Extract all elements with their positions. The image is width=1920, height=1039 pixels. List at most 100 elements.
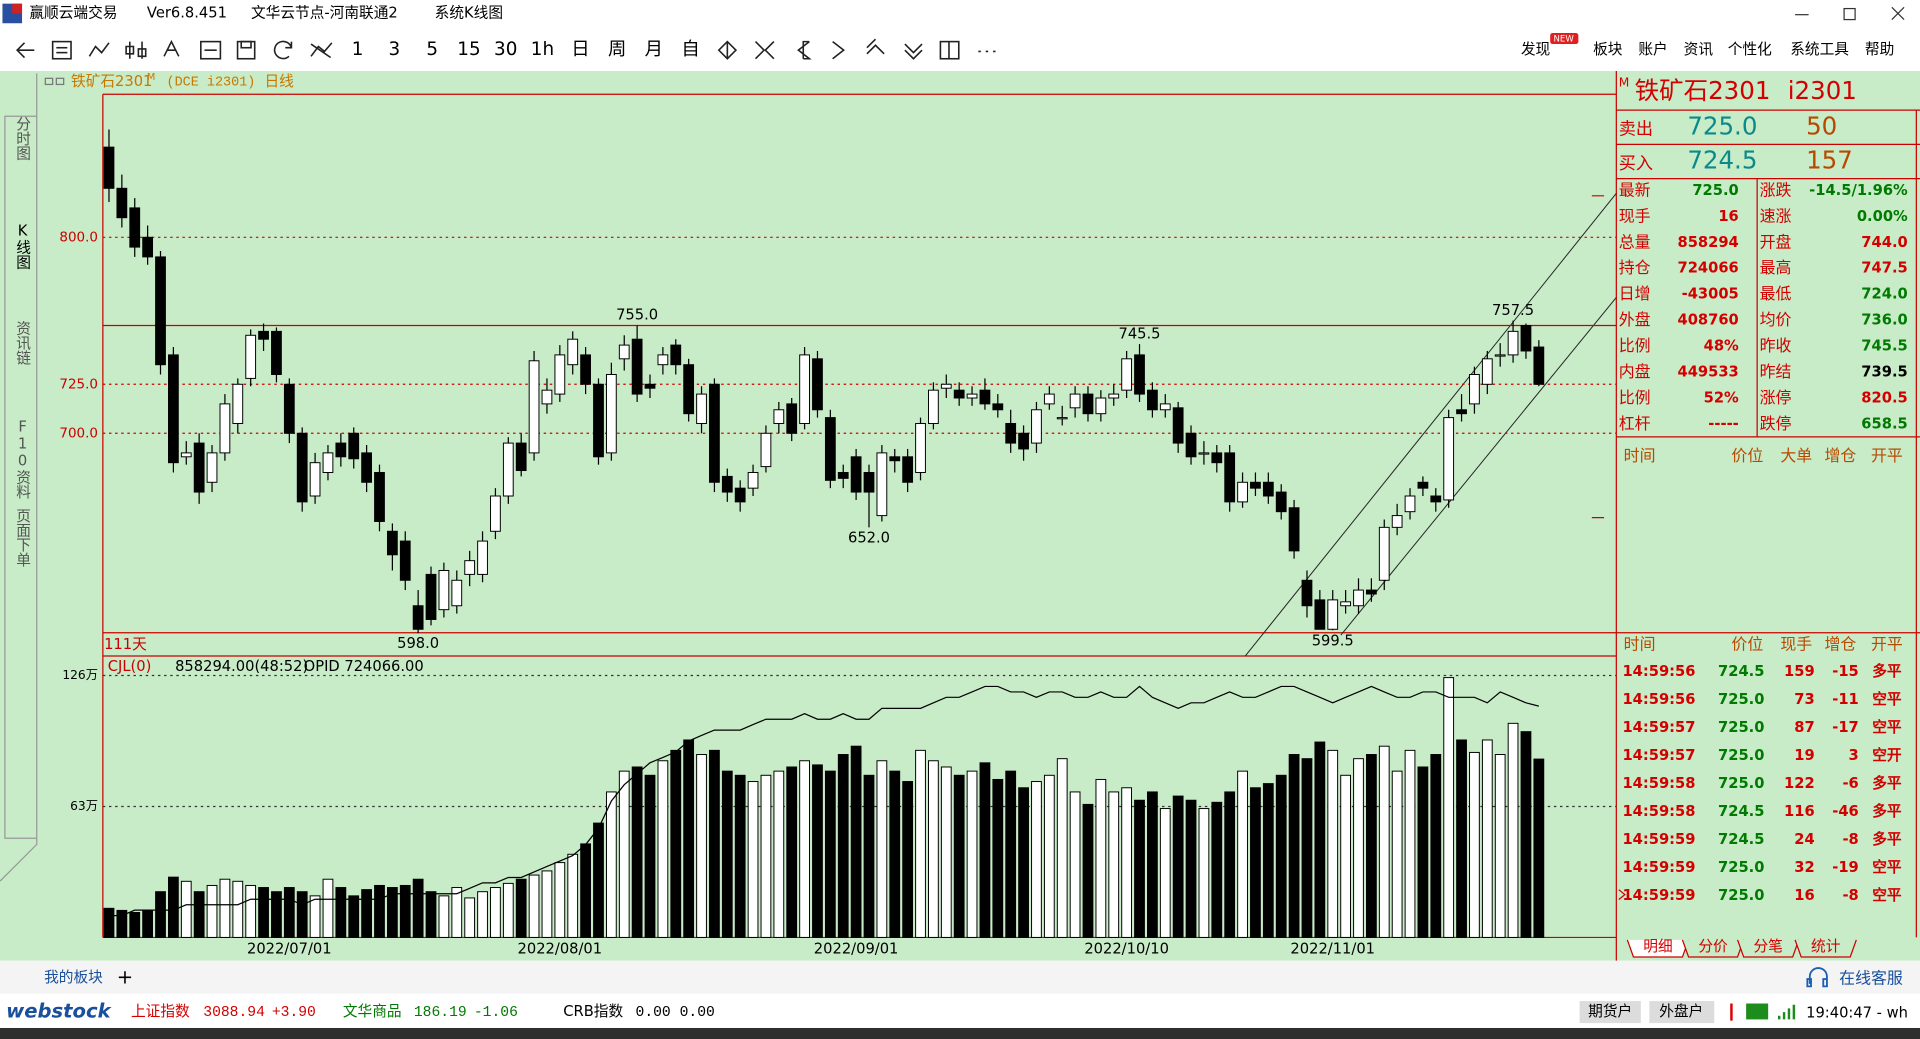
quote-label: 开盘: [1760, 232, 1792, 251]
bid-volume: 157: [1806, 146, 1853, 175]
candle-body: [1147, 389, 1158, 411]
toolbar-icons[interactable]: [16, 38, 996, 60]
menu-button[interactable]: 帮助: [1865, 41, 1894, 58]
window-controls[interactable]: [1795, 6, 1905, 21]
account-button[interactable]: 外盘户: [1659, 1002, 1703, 1020]
title-toolbar-bg: [0, 0, 1920, 71]
quote-label: 内盘: [1619, 362, 1651, 381]
tick-cell: 空平: [1872, 886, 1902, 904]
volume-bar: [1456, 739, 1467, 938]
index-change: -1.06: [474, 1005, 518, 1021]
volume-bar: [1481, 739, 1493, 938]
x-tick-label: 2022/07/01: [247, 941, 332, 958]
candle-body: [1507, 330, 1519, 356]
quote-tab[interactable]: 分笔: [1753, 938, 1782, 955]
volume-bar: [1533, 758, 1545, 938]
candle-body: [1237, 481, 1248, 503]
candle-body: [374, 471, 385, 522]
candle-body: [670, 344, 682, 366]
period-button[interactable]: 1h: [531, 39, 554, 60]
volume-bar: [502, 882, 514, 938]
menu-button[interactable]: 账户: [1638, 41, 1667, 58]
add-board[interactable]: +: [117, 965, 133, 988]
candle-body: [1520, 325, 1532, 352]
service-icon: [1806, 967, 1828, 988]
volume-bar: [1520, 731, 1532, 938]
quote-label: 总量: [1619, 232, 1651, 251]
bid-label: 买入: [1619, 154, 1653, 174]
candle-body: [850, 456, 862, 493]
volume-bar: [1365, 754, 1377, 938]
period-button[interactable]: 自: [681, 39, 699, 60]
side-tab[interactable]: 分时图: [14, 116, 31, 160]
volume-bar: [374, 884, 385, 938]
candle-body: [464, 560, 476, 575]
volume-bar: [928, 760, 939, 938]
side-tab[interactable]: F10资料: [14, 419, 31, 500]
side-tab[interactable]: 页面下单: [14, 508, 31, 567]
account-button[interactable]: 期货户: [1588, 1003, 1632, 1020]
tick-cell: 空平: [1872, 690, 1902, 708]
menu-button[interactable]: 系统工具: [1790, 41, 1849, 58]
volume-bar: [1018, 787, 1029, 938]
indicator-name[interactable]: CJL(0): [108, 658, 152, 675]
period-button[interactable]: 3: [388, 39, 400, 60]
menu-button[interactable]: 个性化: [1728, 41, 1772, 58]
tick-cell: 14:59:57: [1622, 747, 1695, 764]
candle-body: [824, 417, 836, 481]
volume-bar: [322, 878, 334, 938]
side-tab[interactable]: 资讯链: [14, 321, 31, 365]
tick-cell: 多平: [1872, 662, 1902, 680]
period-button[interactable]: 日: [571, 39, 589, 60]
candle-body: [129, 207, 141, 248]
candle-body: [232, 383, 244, 424]
period-button[interactable]: 15: [457, 39, 480, 60]
volume-bar: [1494, 754, 1506, 938]
candle-body: [1069, 393, 1081, 409]
menu-button[interactable]: 板块: [1593, 40, 1623, 58]
online-service[interactable]: 在线客服: [1839, 969, 1903, 988]
volume-bar: [1134, 799, 1145, 938]
tick-cell: -17: [1832, 719, 1859, 736]
board-tab[interactable]: 我的板块: [44, 968, 103, 986]
tick-cell: 116: [1784, 803, 1815, 820]
big-order-header: 开平: [1871, 446, 1903, 465]
quote-tab[interactable]: 统计: [1811, 938, 1841, 955]
period-button[interactable]: 1: [352, 39, 364, 60]
period-button[interactable]: 周: [608, 39, 626, 60]
taskbar-strip: [0, 1027, 1920, 1039]
tick-cell: 16: [1794, 887, 1814, 904]
period-selector[interactable]: 日线: [264, 73, 294, 90]
candle-body: [502, 442, 514, 497]
candle-body: [863, 471, 875, 493]
period-button[interactable]: 5: [426, 39, 438, 60]
ask-price: 725.0: [1687, 111, 1757, 140]
candle-body: [206, 452, 218, 483]
volume-bar: [1224, 791, 1236, 938]
volume-bar: [361, 889, 372, 938]
candle-body: [361, 452, 372, 483]
quote-label: 杠杆: [1619, 414, 1651, 433]
volume-bar: [232, 880, 244, 938]
quote-mark: M: [1619, 76, 1630, 90]
period-button[interactable]: 月: [645, 39, 663, 60]
quote-tab[interactable]: 分价: [1698, 938, 1728, 955]
volume-bar: [477, 891, 488, 938]
menu-button[interactable]: 发现: [1521, 41, 1551, 58]
candle-body: [1211, 452, 1223, 464]
volume-bar: [567, 853, 579, 938]
candle-body: [1288, 507, 1300, 552]
period-button[interactable]: 30: [494, 39, 517, 60]
quote-tab[interactable]: 明细: [1643, 938, 1672, 955]
volume-bar: [979, 762, 991, 938]
candle-body: [515, 442, 527, 472]
candle-body: [1391, 515, 1403, 528]
candle-body: [1533, 346, 1545, 385]
candle-body: [1031, 409, 1042, 444]
side-tab[interactable]: K线图: [14, 223, 31, 270]
volume-bar: [1275, 774, 1287, 938]
index-name: CRB指数: [563, 1003, 623, 1020]
volume-bar: [1108, 791, 1120, 938]
menu-button[interactable]: 资讯: [1684, 41, 1714, 58]
